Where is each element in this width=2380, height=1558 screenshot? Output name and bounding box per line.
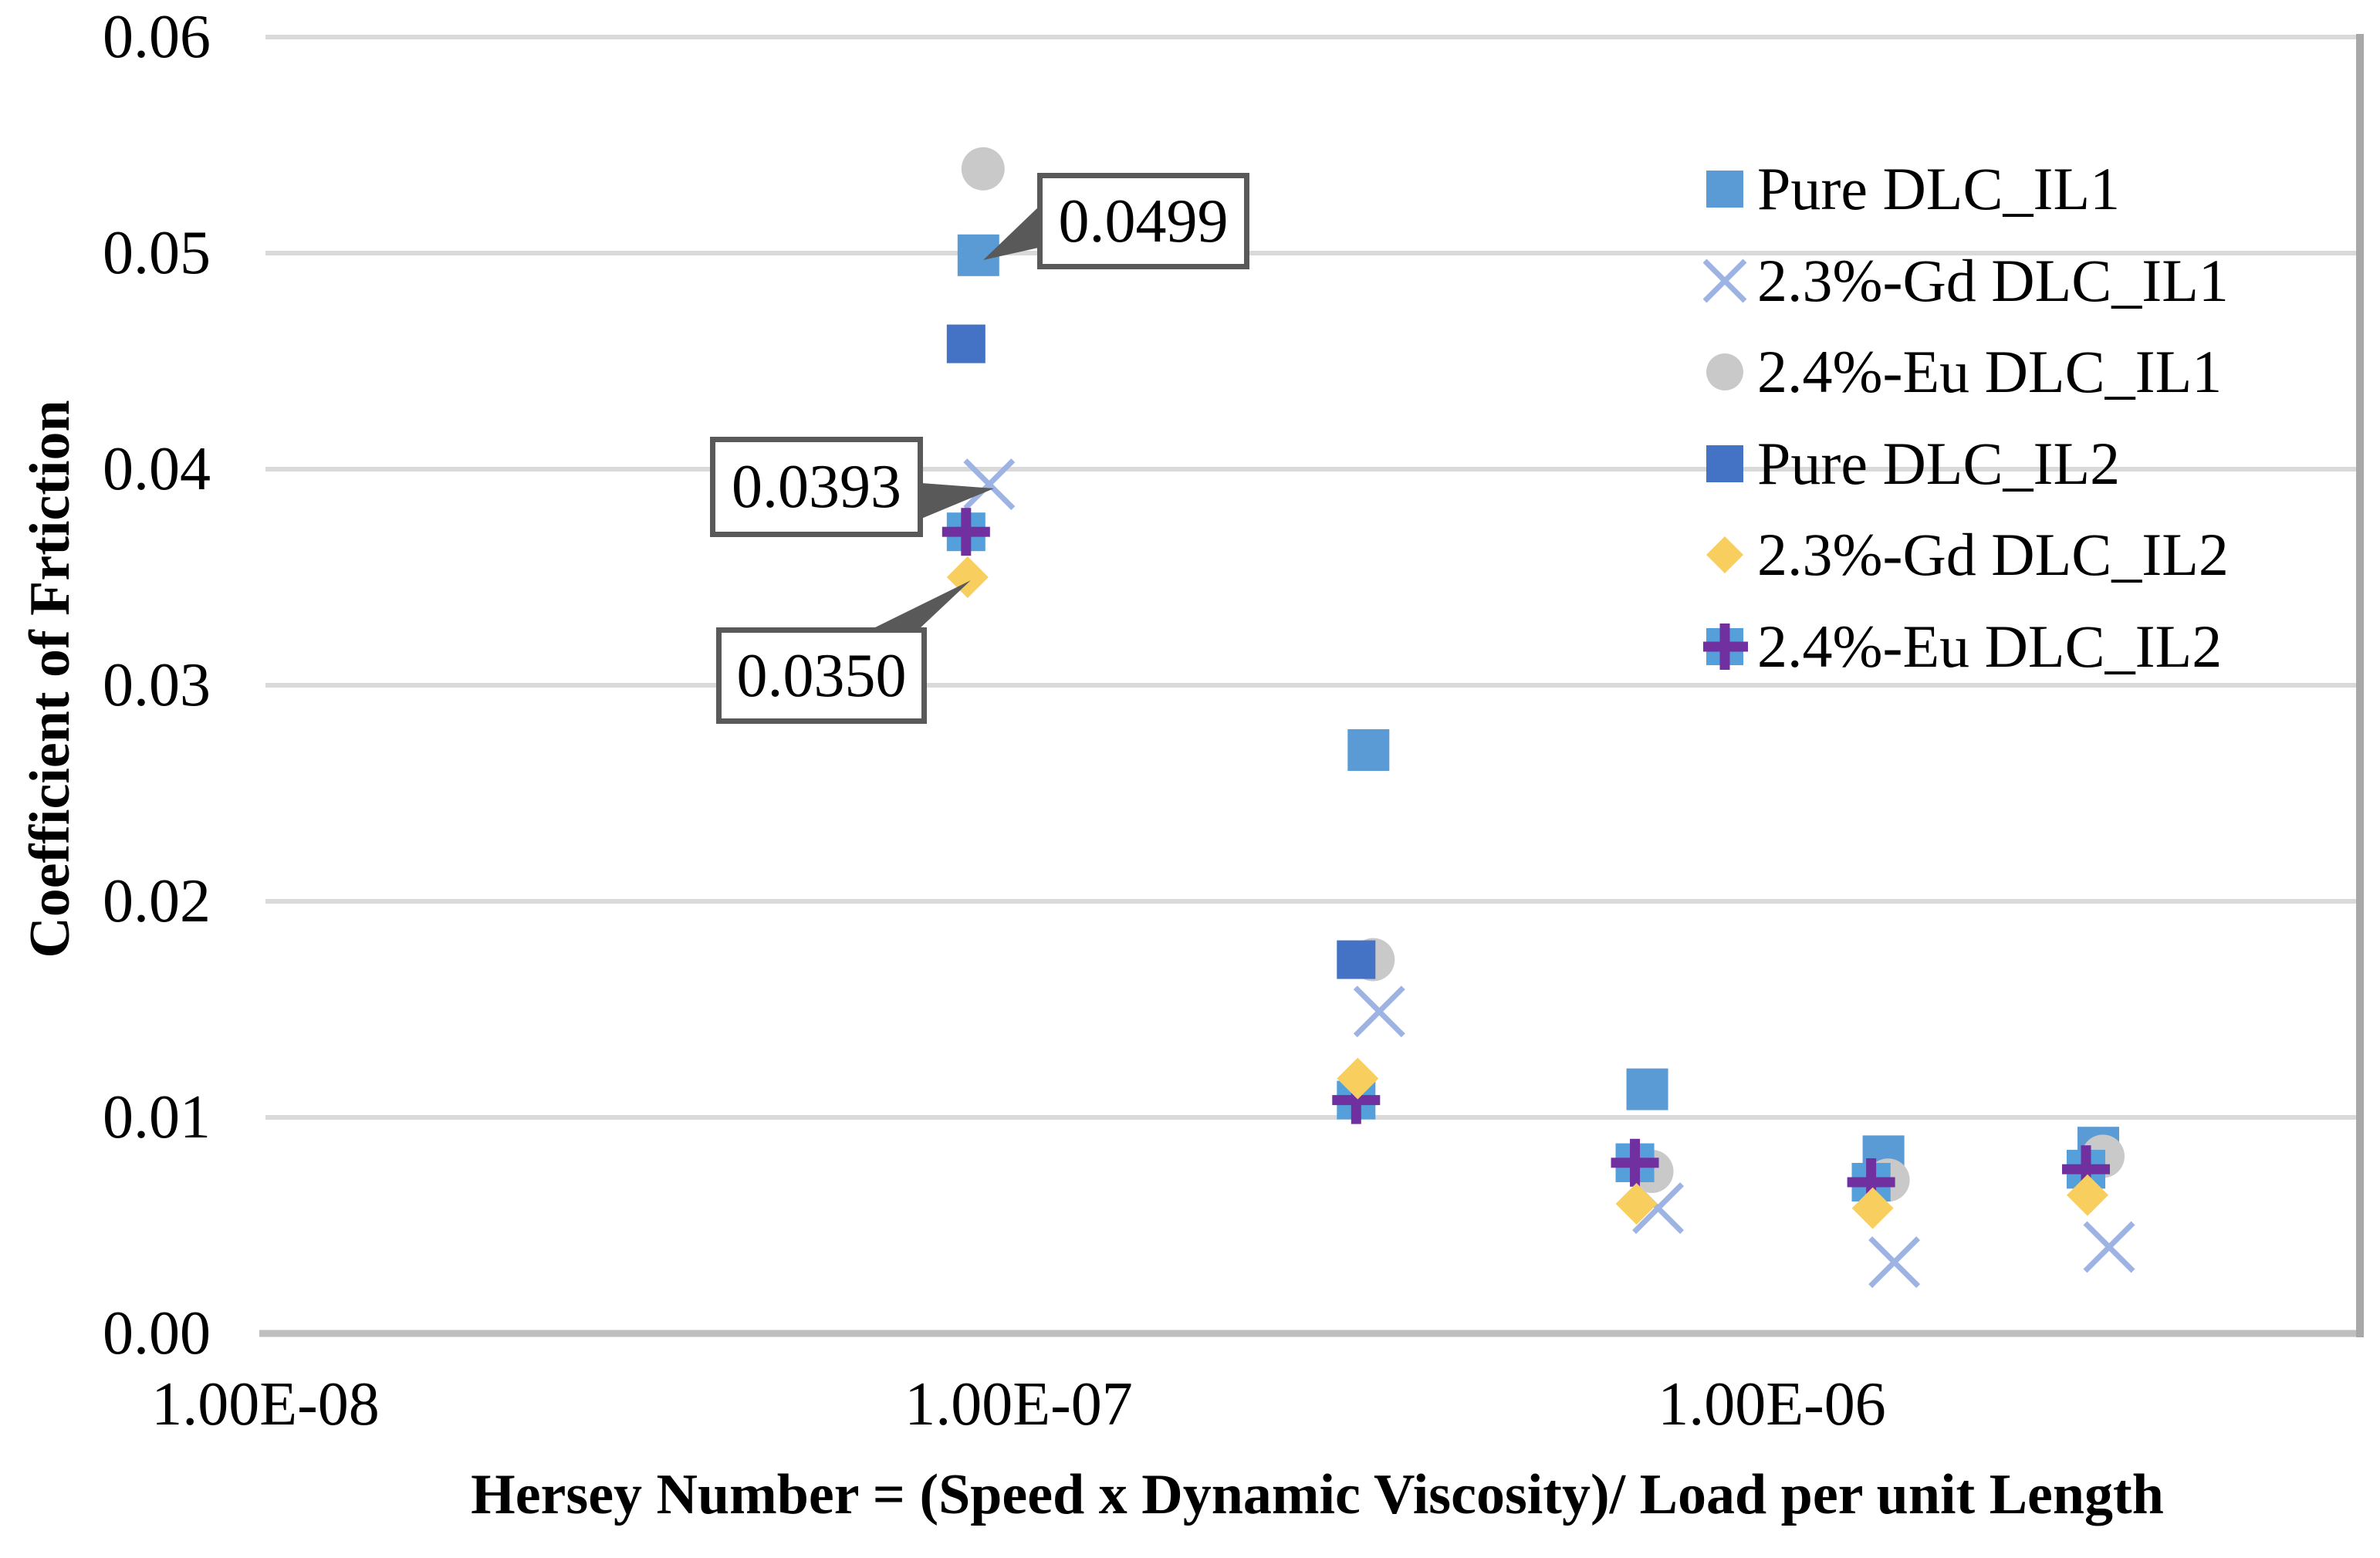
legend-label: 2.3%-Gd DLC_IL1: [1757, 246, 2229, 314]
series-2-3-gd-dlc-il2: [946, 556, 2109, 1229]
marker-square: [1706, 444, 1743, 482]
square-legend-marker-icon: [1706, 444, 1743, 482]
marker-diamond: [1851, 1187, 1894, 1229]
y-tick-label: 0.01: [103, 1083, 211, 1151]
data-label-callout: 0.0393: [710, 437, 923, 537]
x-legend-marker-icon: [1703, 259, 1747, 303]
y-tick-label: 0.03: [103, 651, 211, 719]
square-legend-marker-icon: [1706, 171, 1743, 208]
marker-circle: [961, 147, 1005, 191]
marker-square: [1706, 171, 1743, 208]
x-tick-label: 1.00E-06: [1658, 1370, 1886, 1438]
legend-item-2-4-eu-dlc-il1: 2.4%-Eu DLC_IL1: [1703, 326, 2229, 418]
marker-square: [1626, 1068, 1668, 1110]
y-tick-label: 0.06: [103, 3, 211, 71]
legend-item-2-3-gd-dlc-il1: 2.3%-Gd DLC_IL1: [1703, 235, 2229, 327]
data-label-text: 0.0499: [1058, 188, 1229, 255]
y-tick-label: 0.04: [103, 435, 211, 503]
legend-item-2-4-eu-dlc-il2: 2.4%-Eu DLC_IL2: [1703, 601, 2229, 693]
y-tick-label: 0.00: [103, 1299, 211, 1367]
data-label-text: 0.0393: [732, 453, 901, 521]
legend-label: Pure DLC_IL1: [1757, 155, 2121, 223]
marker-circle: [1706, 353, 1743, 391]
marker-plus-glyph: [961, 508, 972, 556]
marker-x: [1632, 1182, 1685, 1235]
legend-label: 2.3%-Gd DLC_IL2: [1757, 521, 2229, 589]
marker-diamond: [1706, 536, 1743, 574]
data-label-callout: 0.0350: [716, 627, 927, 724]
legend-label: 2.4%-Eu DLC_IL2: [1757, 612, 2223, 680]
marker-square: [946, 324, 985, 363]
marker-plus-glyph: [1630, 1138, 1641, 1187]
circle-legend-marker-icon: [1706, 353, 1743, 391]
x-tick-label: 1.00E-08: [151, 1370, 380, 1438]
y-tick-label: 0.05: [103, 219, 211, 287]
callout-leader: [983, 204, 1042, 260]
marker-x: [2083, 1221, 2135, 1273]
marker-x: [1868, 1236, 1921, 1289]
marker-x: [1703, 259, 1747, 303]
marker-diamond: [1615, 1183, 1658, 1225]
y-tick-label: 0.02: [103, 867, 211, 935]
x-axis-title: Hersey Number = (Speed x Dynamic Viscosi…: [471, 1463, 2164, 1526]
callout-leader: [921, 483, 994, 519]
marker-diamond: [1337, 1057, 1379, 1100]
data-label-text: 0.0350: [736, 642, 907, 710]
marker-x: [963, 458, 1016, 511]
callout-leader: [871, 580, 971, 630]
marker-plus-glyph: [1719, 623, 1730, 670]
diamond-legend-marker-icon: [1706, 536, 1743, 574]
marker-square: [1347, 729, 1390, 771]
x-tick-label: 1.00E-07: [904, 1370, 1133, 1438]
marker-x: [1353, 985, 1405, 1038]
y-axis-title: Coefficient of Frtiction: [19, 400, 82, 958]
legend-item-2-3-gd-dlc-il2: 2.3%-Gd DLC_IL2: [1703, 509, 2229, 601]
marker-square: [1337, 940, 1376, 979]
legend-label: Pure DLC_IL2: [1757, 429, 2121, 497]
legend-label: 2.4%-Eu DLC_IL1: [1757, 338, 2223, 406]
plus-square-legend-marker-icon: [1703, 623, 1748, 670]
legend: Pure DLC_IL1 2.3%-Gd DLC_IL1 2.4%-Eu DLC_I…: [1703, 144, 2229, 692]
marker-diamond: [2067, 1174, 2109, 1216]
series-2-3-gd-dlc-il1: [963, 458, 2135, 1289]
legend-item-pure-dlc-il2: Pure DLC_IL2: [1703, 418, 2229, 510]
data-label-callout: 0.0499: [1037, 173, 1249, 269]
legend-item-pure-dlc-il1: Pure DLC_IL1: [1703, 144, 2229, 235]
